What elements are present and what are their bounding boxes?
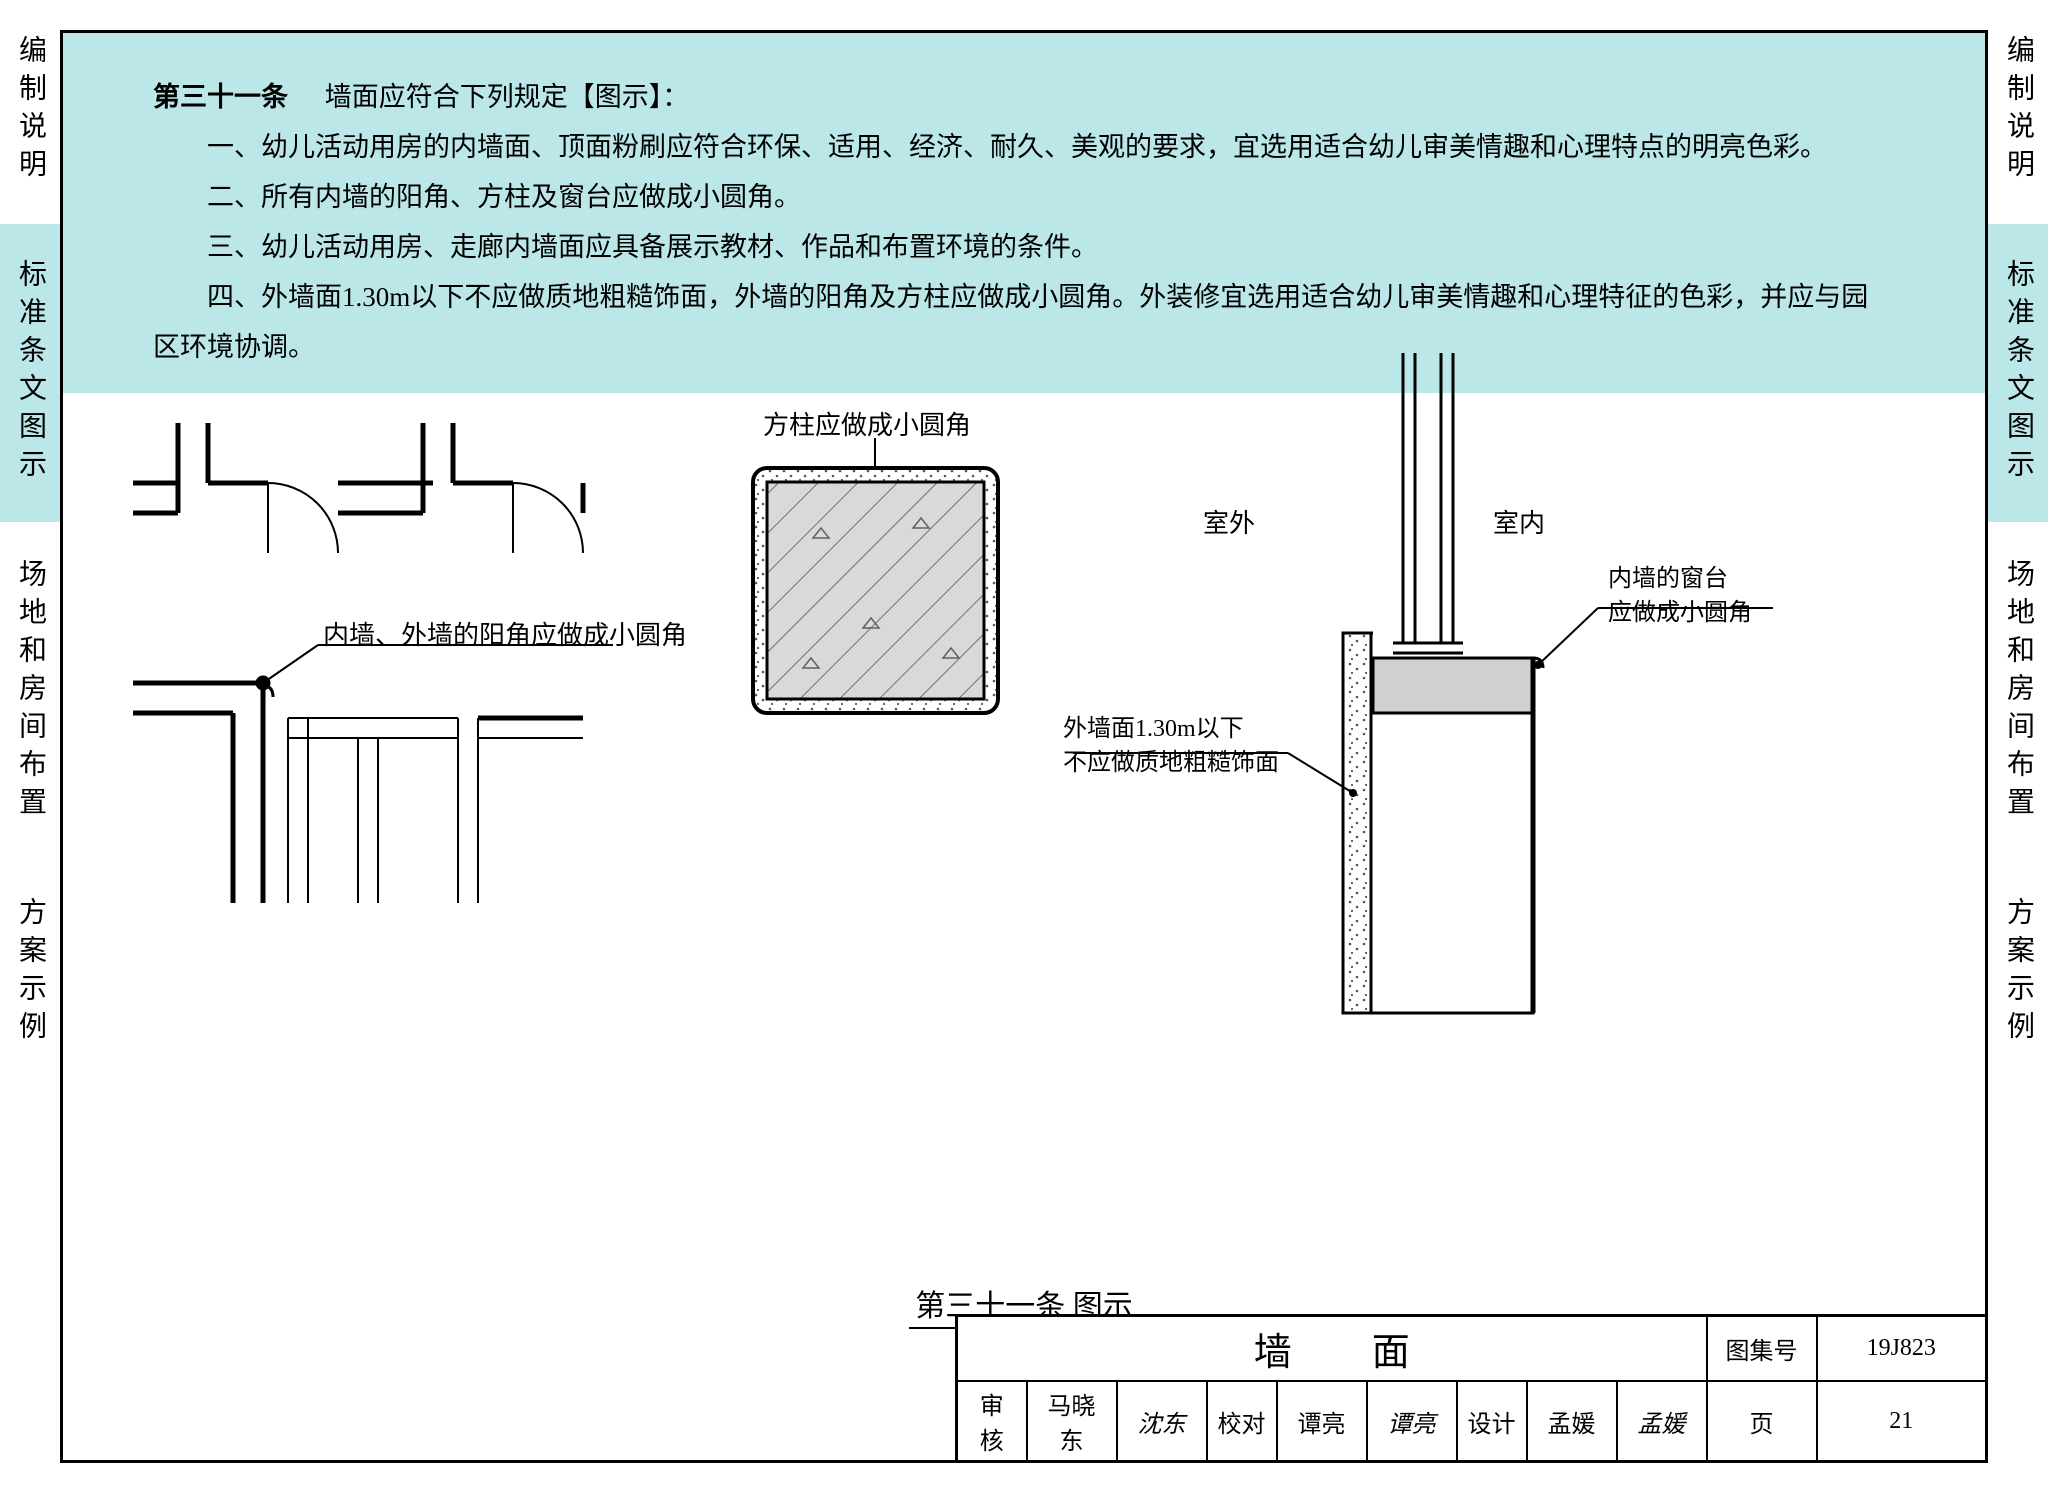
label-rough-finish: 外墙面1.30m以下 不应做质地粗糙饰面 [1063, 713, 1279, 780]
tb-sig2: 谭亮 [1367, 1381, 1457, 1462]
tb-v2: 谭亮 [1277, 1381, 1367, 1462]
label-outdoor: 室外 [1203, 503, 1255, 540]
nav-item[interactable]: 编制说明 [1988, 0, 2048, 224]
diagram-column [753, 438, 998, 713]
label-wall-corner: 内墙、外墙的阳角应做成小圆角 [323, 615, 687, 652]
nav-item[interactable]: 场地和房间布置 [1988, 524, 2048, 862]
page-value: 21 [1817, 1381, 1987, 1462]
nav-left: 编制说明 标准条文图示 场地和房间布置 方案示例 [0, 0, 60, 1488]
page-label: 页 [1707, 1381, 1817, 1462]
tb-sig1: 沈东 [1117, 1381, 1207, 1462]
label-indoor: 室内 [1493, 503, 1545, 540]
article-line: 二、所有内墙的阳角、方柱及窗台应做成小圆角。 [153, 173, 1895, 223]
label-sill: 内墙的窗台 应做成小圆角 [1608, 563, 1752, 630]
tb-k3: 设计 [1457, 1381, 1527, 1462]
label-column: 方柱应做成小圆角 [763, 405, 971, 442]
tb-k2: 校对 [1207, 1381, 1277, 1462]
set-label: 图集号 [1707, 1316, 1817, 1382]
article-line: 三、幼儿活动用房、走廊内墙面应具备展示教材、作品和布置环境的条件。 [153, 223, 1895, 273]
nav-item[interactable]: 编制说明 [0, 0, 60, 224]
drawing-title: 墙面 [957, 1316, 1707, 1382]
diagram-wall-corners [133, 423, 613, 903]
nav-right: 编制说明 标准条文图示 场地和房间布置 方案示例 [1988, 0, 2048, 1488]
tb-v1: 马晓东 [1027, 1381, 1117, 1462]
nav-item[interactable]: 标准条文图示 [0, 224, 60, 524]
set-value: 19J823 [1817, 1316, 1987, 1382]
article-number: 第三十一条 [153, 82, 288, 112]
diagram-window-sill [1073, 353, 1773, 1013]
diagrams-svg [63, 353, 1991, 1033]
article-text-block: 第三十一条 墙面应符合下列规定【图示】： 一、幼儿活动用房的内墙面、顶面粉刷应符… [63, 33, 1985, 393]
drawing-frame: 第三十一条 墙面应符合下列规定【图示】： 一、幼儿活动用房的内墙面、顶面粉刷应符… [60, 30, 1988, 1463]
diagram-area: 内墙、外墙的阳角应做成小圆角 方柱应做成小圆角 室外 室内 内墙的窗台 应做成小… [63, 353, 1985, 1340]
tb-k1: 审核 [957, 1381, 1027, 1462]
nav-item[interactable]: 方案示例 [1988, 862, 2048, 1086]
title-block: 墙面 图集号 19J823 审核 马晓东 沈东 校对 谭亮 谭亮 设计 孟媛 孟… [955, 1314, 1988, 1463]
article-heading: 墙面应符合下列规定【图示】： [325, 82, 690, 112]
nav-item[interactable]: 方案示例 [0, 862, 60, 1086]
nav-item[interactable]: 标准条文图示 [1988, 224, 2048, 524]
tb-sig3: 孟媛 [1617, 1381, 1707, 1462]
tb-v3: 孟媛 [1527, 1381, 1617, 1462]
nav-item[interactable]: 场地和房间布置 [0, 524, 60, 862]
article-line: 一、幼儿活动用房的内墙面、顶面粉刷应符合环保、适用、经济、耐久、美观的要求，宜选… [153, 123, 1895, 173]
